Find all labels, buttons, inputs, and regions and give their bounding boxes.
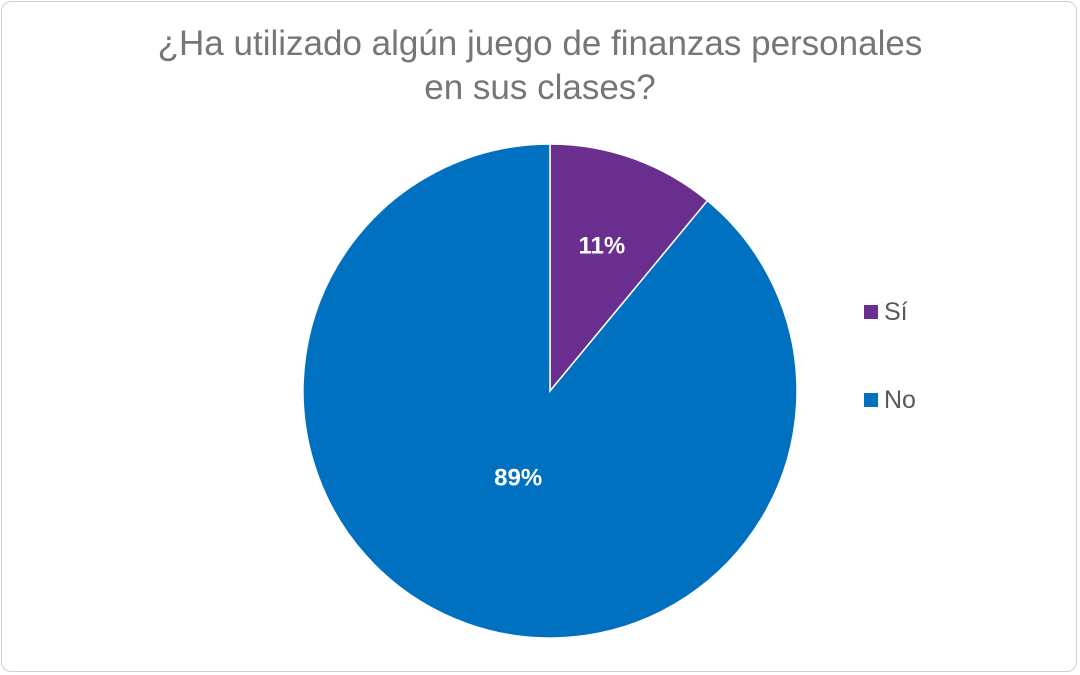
legend-label-si: Sí	[884, 297, 908, 326]
chart-title: ¿Ha utilizado algún juego de finanzas pe…	[0, 22, 1080, 110]
chart-title-line-2: en sus clases?	[424, 68, 656, 107]
chart-legend: Sí No	[864, 292, 916, 468]
pie-slice-si	[549, 143, 709, 394]
legend-swatch-si	[864, 305, 878, 319]
legend-item-no: No	[864, 380, 916, 420]
data-label-si: 11%	[579, 232, 626, 259]
legend-item-si: Sí	[864, 292, 916, 332]
data-label-no: 89%	[494, 465, 542, 492]
pie-slice-no	[302, 143, 798, 639]
chart-title-line-1: ¿Ha utilizado algún juego de finanzas pe…	[157, 24, 923, 63]
legend-swatch-no	[864, 393, 878, 407]
legend-label-no: No	[884, 385, 916, 414]
